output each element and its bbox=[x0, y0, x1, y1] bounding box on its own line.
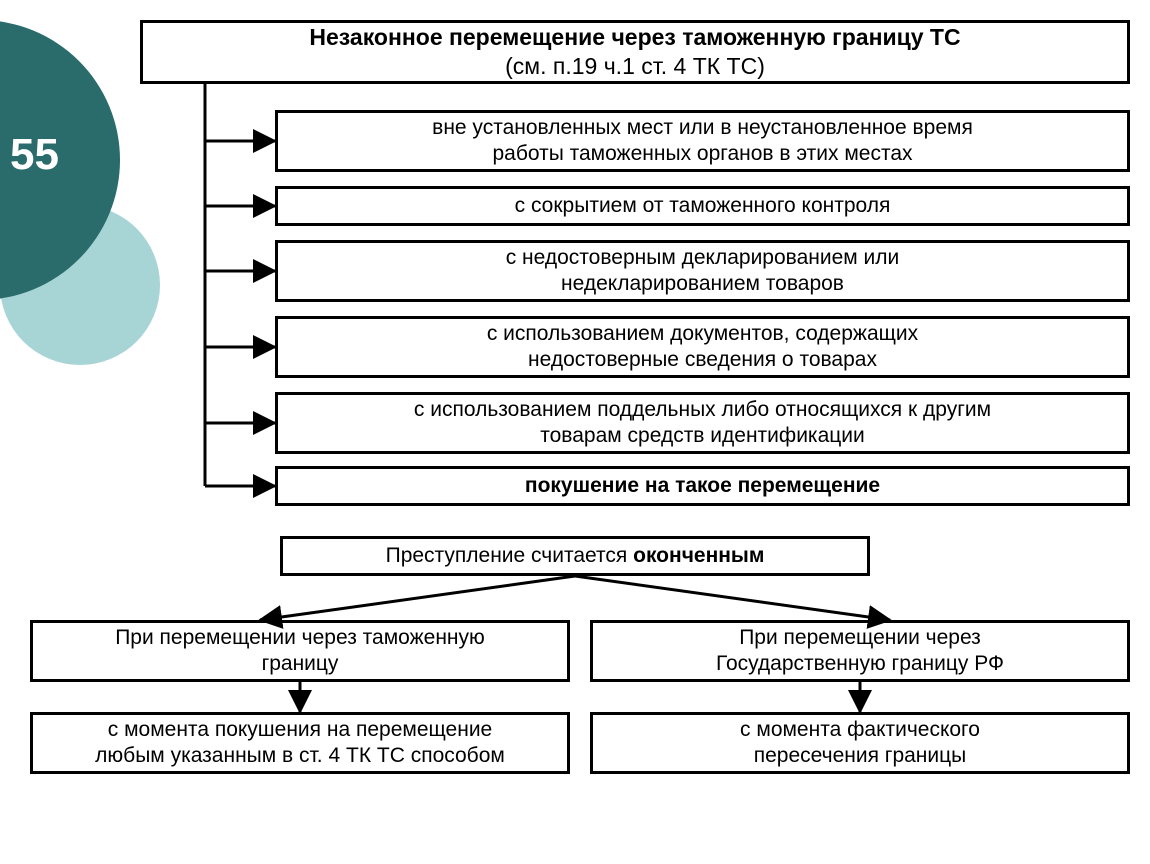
box-criterion-3: с недостоверным декларированием илинедек… bbox=[275, 240, 1130, 302]
box-criterion-1: вне установленных мест или в неустановле… bbox=[275, 110, 1130, 172]
box-criterion-6: покушение на такое перемещение bbox=[275, 466, 1130, 506]
box-completed: Преступление считается оконченным bbox=[280, 536, 870, 576]
box-criterion-2: с сокрытием от таможенного контроля bbox=[275, 186, 1130, 226]
box-criterion-5: с использованием поддельных либо относящ… bbox=[275, 392, 1130, 454]
slide-number: 55 bbox=[10, 130, 59, 180]
box-right-top: При перемещении черезГосударственную гра… bbox=[590, 620, 1130, 682]
box-title: Незаконное перемещение через таможенную … bbox=[140, 20, 1130, 84]
box-right-bottom: с момента фактическогопересечения границ… bbox=[590, 712, 1130, 774]
box-criterion-4: с использованием документов, содержащихн… bbox=[275, 316, 1130, 378]
box-left-bottom: с момента покушения на перемещениелюбым … bbox=[30, 712, 570, 774]
box-left-top: При перемещении через таможеннуюграницу bbox=[30, 620, 570, 682]
